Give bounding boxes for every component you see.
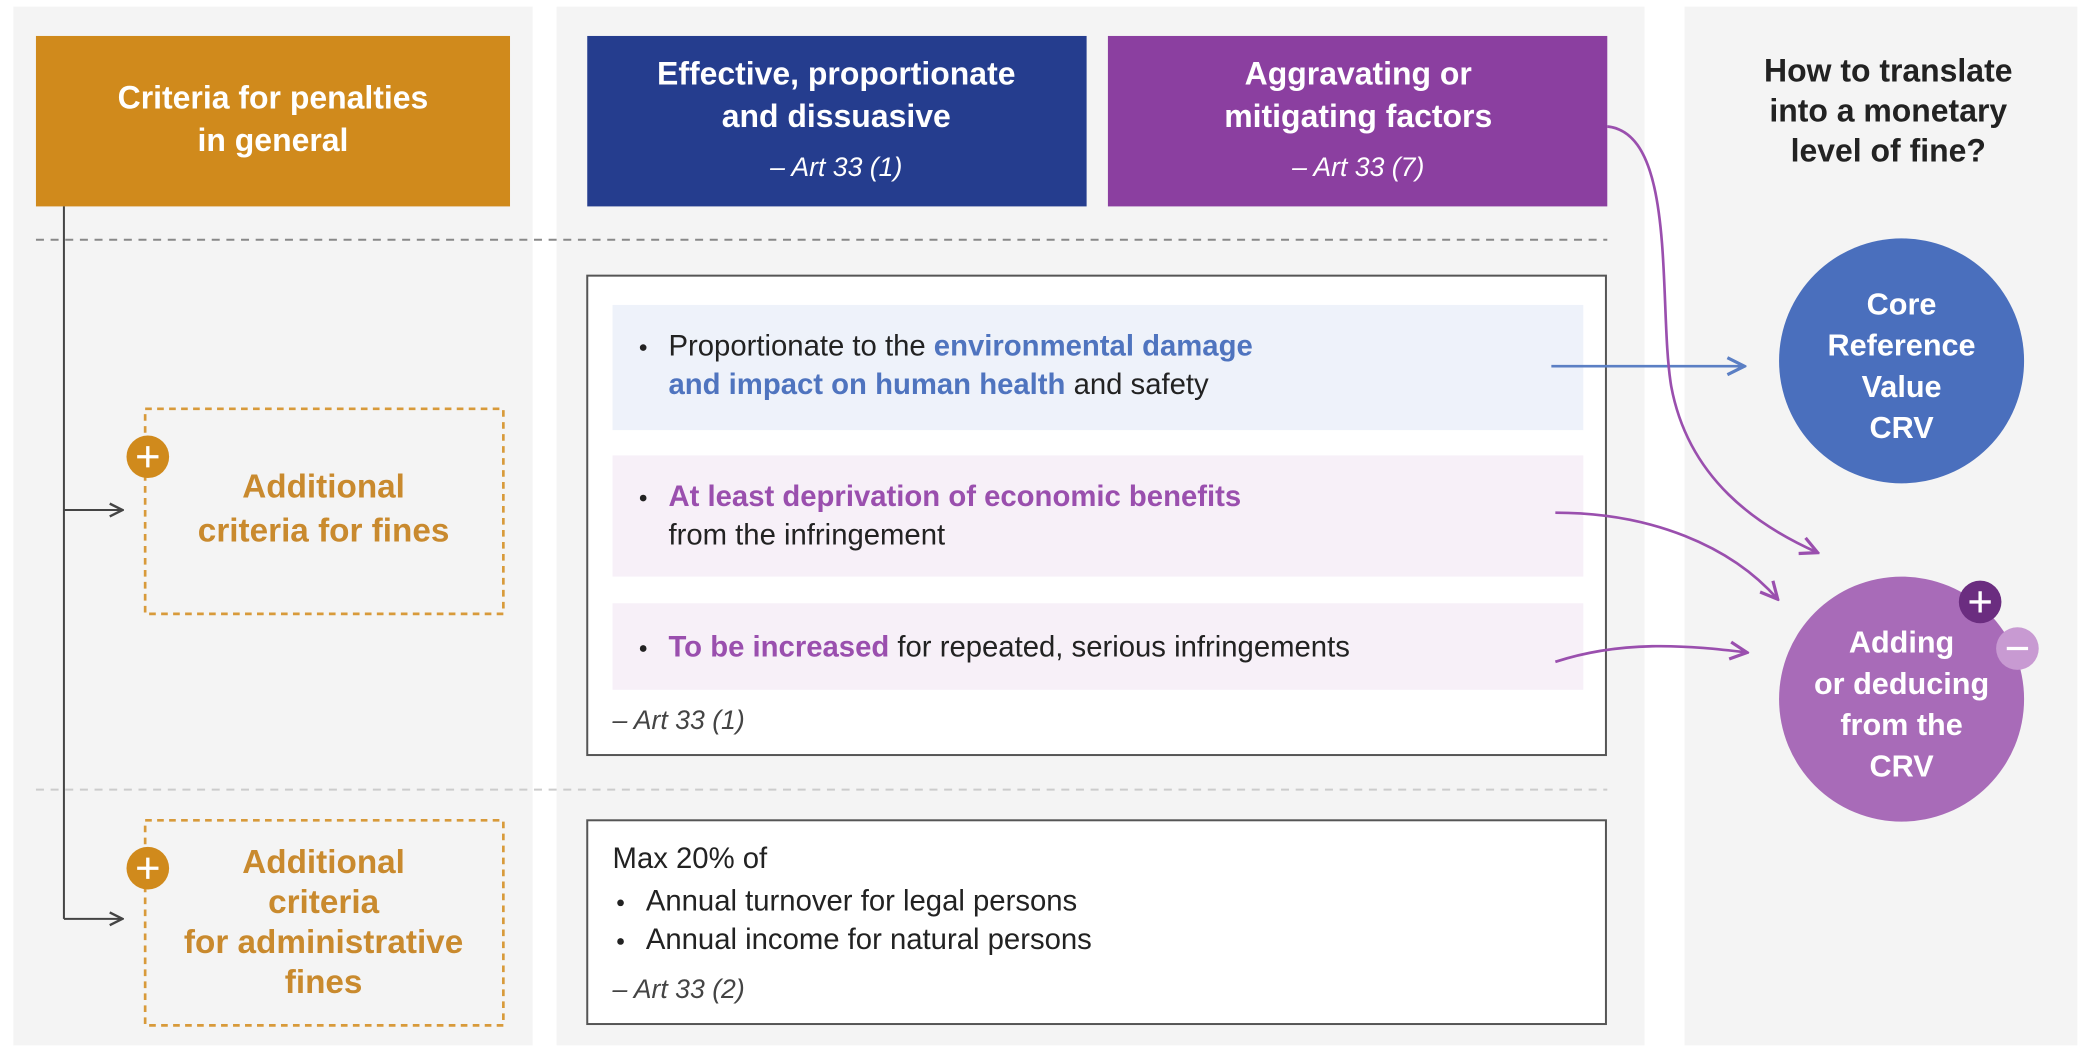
row-label: Additional xyxy=(242,469,405,506)
row-label: criteria xyxy=(268,884,379,921)
item-text: Annual turnover for legal persons xyxy=(646,885,1077,918)
item-text: and impact on human health and safety xyxy=(668,368,1209,401)
item-bg xyxy=(612,304,1584,431)
question: How to translate xyxy=(1764,53,2012,89)
text: Proportionate to the xyxy=(668,329,933,362)
label-box xyxy=(143,407,505,616)
plus-icon xyxy=(126,846,170,890)
header-box xyxy=(35,35,511,207)
plus-icon xyxy=(126,435,170,479)
header-box xyxy=(587,35,1087,207)
circle-text: Adding xyxy=(1849,626,1954,660)
text: for repeated, serious infringements xyxy=(889,630,1350,663)
article-ref: – Art 33 (2) xyxy=(612,974,745,1004)
item-text: Proportionate to the environmental damag… xyxy=(668,329,1252,362)
highlight: environmental damage xyxy=(934,329,1253,362)
row-label: fines xyxy=(285,964,363,1001)
plus-icon xyxy=(1958,580,2002,624)
item-text: from the infringement xyxy=(668,518,945,551)
admin-title: Max 20% of xyxy=(613,842,768,875)
text: and safety xyxy=(1065,368,1209,401)
highlight: and impact on human health xyxy=(668,368,1065,401)
circle-text: or deducing xyxy=(1814,667,1989,701)
article-ref: – Art 33 (1) xyxy=(612,705,745,735)
highlight: To be increased xyxy=(668,630,889,663)
circle-text: from the xyxy=(1840,708,1962,742)
arrow xyxy=(1554,646,1747,664)
row-label: Additional xyxy=(242,844,405,881)
row-label: criteria for fines xyxy=(198,512,450,549)
bullet xyxy=(639,645,647,652)
item-bg xyxy=(612,455,1584,577)
minus-icon xyxy=(1996,627,2039,670)
circle-text: CRV xyxy=(1870,411,1935,445)
header-text: mitigating factors xyxy=(1224,98,1492,134)
question: into a monetary xyxy=(1769,93,2007,129)
item-bg xyxy=(612,603,1584,690)
header-text: and dissuasive xyxy=(722,98,951,134)
item-text: Annual income for natural persons xyxy=(646,923,1092,956)
highlight: At least deprivation of economic benefit… xyxy=(668,480,1241,513)
header-ref: – Art 33 (1) xyxy=(769,152,902,182)
panel xyxy=(1684,6,2078,1046)
header-ref: – Art 33 (7) xyxy=(1291,152,1424,182)
arrow xyxy=(1607,125,1817,553)
item-text: To be increased for repeated, serious in… xyxy=(668,630,1349,663)
bullet xyxy=(617,938,624,945)
header-text: Aggravating or xyxy=(1245,55,1472,91)
header-text: Criteria for penalties xyxy=(118,79,429,115)
bullet xyxy=(617,899,624,907)
crv-circle xyxy=(1779,238,2025,484)
circle-text: Value xyxy=(1862,370,1942,404)
adding-circle xyxy=(1779,576,2025,822)
arrow xyxy=(1555,511,1777,600)
circle-text: Reference xyxy=(1828,329,1976,363)
bullet xyxy=(639,494,647,502)
header-text: in general xyxy=(198,122,349,158)
header-text: Effective, proportionate xyxy=(657,55,1015,91)
bullet xyxy=(639,344,647,351)
label-box xyxy=(143,818,505,1027)
admin-box xyxy=(586,819,1607,1026)
circle-text: Core xyxy=(1867,287,1937,321)
header-box xyxy=(1107,35,1608,207)
question: level of fine? xyxy=(1791,133,1986,169)
row-label: for administrative xyxy=(184,924,463,961)
circle-text: CRV xyxy=(1870,749,1935,783)
